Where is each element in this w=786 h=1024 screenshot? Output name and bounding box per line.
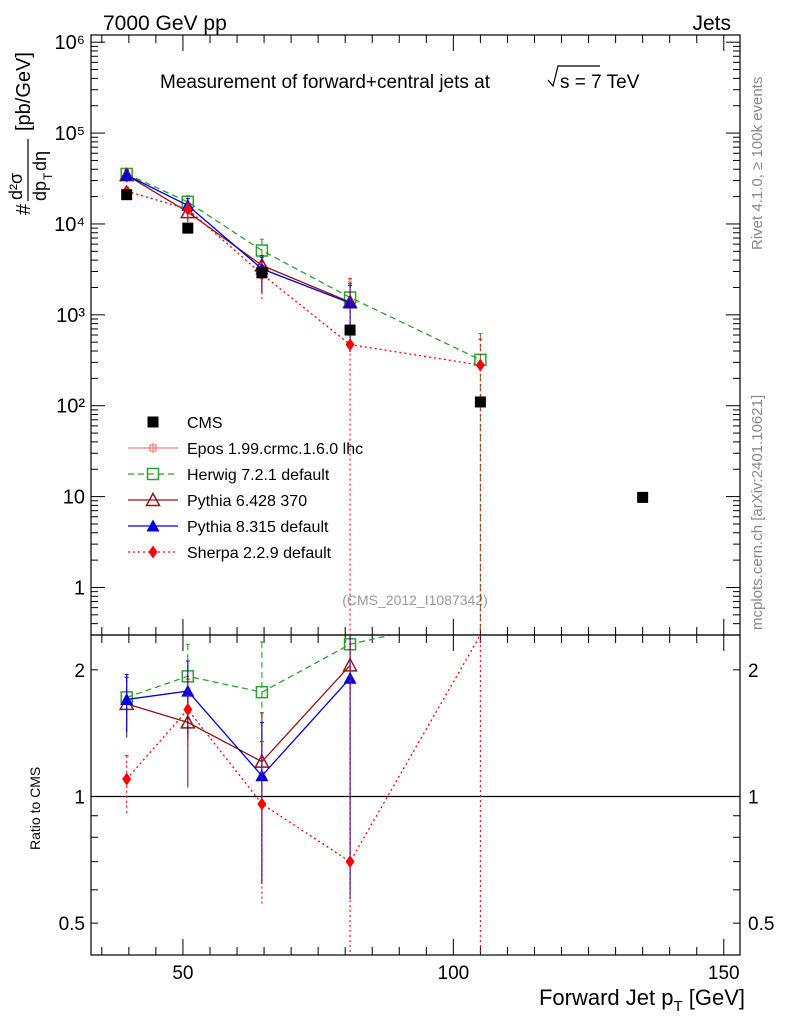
y-tick-label: 10 bbox=[63, 487, 85, 509]
marker-sherpa bbox=[345, 855, 355, 869]
marker-pythia bbox=[343, 296, 357, 309]
legend-label: Epos 1.99.crmc.1.6.0 lhc bbox=[187, 441, 363, 458]
series-line bbox=[126, 173, 481, 361]
legend-item: Pythia 8.315 default bbox=[128, 519, 329, 536]
x-tick-label: 50 bbox=[172, 963, 193, 984]
legend-item: Pythia 6.428 370 bbox=[128, 491, 307, 510]
y-axis-label-numerator: d²σ bbox=[6, 173, 26, 200]
y-tick-label: 2 bbox=[74, 661, 85, 682]
marker-sherpa bbox=[345, 338, 355, 352]
y-tick-label: 10² bbox=[56, 396, 85, 418]
analysis-watermark: (CMS_2012_I1087342) bbox=[342, 592, 488, 608]
series-pythia bbox=[120, 168, 357, 353]
marker-herwig bbox=[146, 467, 160, 481]
y-tick-label-right: 0.5 bbox=[748, 914, 774, 935]
series-line bbox=[126, 174, 351, 303]
marker-cms bbox=[182, 222, 194, 234]
header-left: 7000 GeV pp bbox=[103, 12, 227, 35]
legend-label: CMS bbox=[187, 415, 223, 432]
chart-title-energy: s = 7 TeV bbox=[560, 72, 640, 93]
series-pythia bbox=[118, 167, 358, 352]
legend: CMS Epos 1.99.crmc.1.6.0 lhc Herwig 7.2.1 … bbox=[128, 415, 363, 562]
series-herwig bbox=[120, 167, 487, 635]
marker-herwig bbox=[255, 685, 269, 699]
main-panel: Measurement of forward+central jets at s… bbox=[6, 32, 741, 636]
x-tick-label: 150 bbox=[708, 963, 740, 984]
rivet-label: Rivet 4.1.0, ≥ 100k events bbox=[749, 77, 766, 250]
series-pythia bbox=[118, 634, 358, 890]
y-tick-label: 1 bbox=[74, 787, 85, 808]
ratio-panel: Ratio to CMS 0.5 0.5 1 1 2 2 50 100 150 Forward … bbox=[27, 634, 774, 1015]
marker-pythia bbox=[343, 671, 357, 684]
marker-pythia bbox=[120, 168, 134, 181]
marker-sherpa bbox=[183, 702, 193, 716]
legend-item: Sherpa 2.2.9 default bbox=[128, 545, 332, 562]
marker-sherpa bbox=[475, 358, 485, 372]
marker-epos bbox=[148, 443, 158, 453]
series-sherpa bbox=[122, 184, 485, 635]
marker-sherpa bbox=[257, 797, 267, 811]
series-sherpa bbox=[122, 634, 483, 955]
sqrt-sign-icon bbox=[547, 65, 600, 88]
y-axis-label-unit: [pb/GeV] bbox=[13, 52, 35, 131]
ratio-y-axis-label: Ratio to CMS bbox=[27, 767, 43, 850]
ratio-frame bbox=[90, 634, 741, 956]
svg-text:dη: dη bbox=[30, 151, 50, 171]
legend-label: Sherpa 2.2.9 default bbox=[187, 545, 332, 562]
marker-cms bbox=[256, 267, 268, 279]
legend-item: CMS bbox=[147, 415, 223, 432]
x-axis-label: Forward Jet pT [GeV] bbox=[539, 985, 745, 1015]
y-tick-label-right: 1 bbox=[748, 787, 759, 808]
y-tick-label: 10⁵ bbox=[54, 123, 85, 145]
y-axis-label: # d²σ dp T dη [pb/GeV] bbox=[6, 52, 55, 215]
series-line bbox=[126, 664, 351, 763]
series-line bbox=[126, 634, 392, 699]
y-tick-label: 10³ bbox=[56, 305, 85, 327]
series-line bbox=[126, 174, 351, 304]
marker-pythia bbox=[180, 204, 196, 219]
series-line bbox=[126, 677, 351, 777]
svg-text:Forward Jet pT [GeV]: Forward Jet pT [GeV] bbox=[539, 985, 745, 1015]
marker-cms bbox=[147, 416, 159, 428]
svg-text:T: T bbox=[41, 172, 55, 180]
x-tick-label: 100 bbox=[438, 963, 470, 984]
marker-cms bbox=[121, 189, 133, 201]
series-line bbox=[126, 190, 481, 366]
header-right: Jets bbox=[692, 12, 731, 35]
y-tick-label: 0.5 bbox=[59, 914, 85, 935]
marker-pythia bbox=[120, 693, 134, 706]
legend-label: Herwig 7.2.1 default bbox=[187, 467, 330, 484]
series-cms bbox=[121, 189, 649, 503]
marker-sherpa bbox=[148, 545, 158, 559]
marker-sherpa bbox=[183, 202, 193, 216]
y-tick-label: 10⁴ bbox=[54, 214, 85, 236]
legend-label: Pythia 6.428 370 bbox=[187, 493, 307, 510]
marker-pythia bbox=[255, 769, 269, 782]
marker-cms bbox=[637, 491, 649, 503]
series-herwig bbox=[120, 634, 392, 764]
y-axis-label-denominator: dp bbox=[30, 181, 50, 201]
marker-sherpa bbox=[122, 772, 132, 786]
y-tick-label: 1 bbox=[74, 577, 85, 599]
y-tick-label: 10⁶ bbox=[55, 32, 85, 54]
chart-title-text: Measurement of forward+central jets at bbox=[160, 72, 491, 93]
legend-item: Epos 1.99.crmc.1.6.0 lhc bbox=[128, 441, 363, 458]
series-line bbox=[126, 634, 481, 863]
marker-pythia bbox=[146, 519, 160, 532]
legend-item: Herwig 7.2.1 default bbox=[128, 467, 330, 484]
legend-label: Pythia 8.315 default bbox=[187, 519, 329, 536]
mcplots-label: mcplots.cern.ch [arXiv:2401.10621] bbox=[749, 395, 766, 630]
series-pythia bbox=[120, 634, 357, 900]
y-tick-label-right: 2 bbox=[748, 661, 759, 682]
marker-cms bbox=[474, 396, 486, 408]
marker-pythia bbox=[145, 491, 161, 507]
chart-title: Measurement of forward+central jets at s… bbox=[160, 65, 640, 93]
marker-cms bbox=[344, 324, 356, 336]
y-axis-label-prefix: # bbox=[13, 203, 35, 215]
